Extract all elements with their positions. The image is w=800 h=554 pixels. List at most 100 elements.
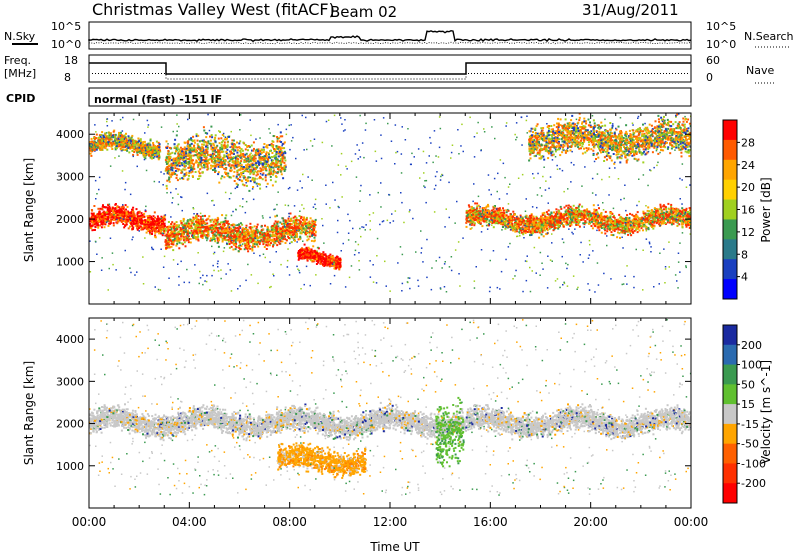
- scatter-point: [511, 215, 514, 218]
- scatter-point: [517, 221, 520, 224]
- scatter-point: [656, 208, 659, 211]
- scatter-point: [138, 215, 141, 218]
- scatter-point: [481, 225, 484, 228]
- scatter-point: [224, 232, 227, 235]
- scatter-point: [637, 224, 640, 226]
- scatter-point: [198, 219, 201, 221]
- scatter-point: [213, 236, 216, 239]
- scatter-point: [479, 213, 482, 216]
- scatter-point: [647, 228, 650, 231]
- scatter-point: [274, 235, 277, 238]
- scatter-point: [227, 238, 230, 241]
- scatter-point: [179, 227, 182, 229]
- scatter-point: [122, 213, 124, 216]
- scatter-point: [205, 227, 208, 230]
- scatter-point: [520, 223, 523, 226]
- scatter-point: [191, 220, 194, 223]
- scatter-point: [494, 214, 497, 217]
- scatter-point: [251, 239, 254, 242]
- scatter-point: [215, 227, 218, 230]
- scatter-point: [612, 215, 615, 218]
- scatter-point: [537, 222, 540, 225]
- scatter-point: [97, 220, 100, 223]
- scatter-point: [255, 243, 258, 246]
- scatter-point: [467, 213, 470, 216]
- scatter-point: [156, 224, 158, 227]
- scatter-point: [491, 220, 494, 223]
- scatter-point: [557, 224, 560, 227]
- scatter-point: [156, 226, 159, 229]
- scatter-point: [597, 213, 600, 216]
- scatter-point: [546, 229, 549, 232]
- scatter-point: [116, 206, 119, 209]
- scatter-point: [626, 221, 629, 224]
- scatter-point: [288, 232, 291, 235]
- scatter-point: [554, 215, 557, 218]
- scatter-point: [469, 220, 472, 223]
- scatter-point: [549, 213, 552, 216]
- scatter-point: [623, 229, 626, 232]
- scatter-point: [267, 232, 269, 235]
- scatter-point: [551, 225, 554, 228]
- scatter-point: [147, 223, 150, 226]
- scatter-point: [201, 233, 204, 236]
- scatter-point: [187, 235, 190, 238]
- scatter-point: [158, 222, 161, 225]
- scatter-point: [231, 235, 234, 238]
- scatter-point: [592, 216, 595, 219]
- scatter-point: [609, 216, 612, 219]
- scatter-point: [100, 221, 103, 224]
- scatter-point: [519, 214, 522, 217]
- scatter-point: [689, 224, 691, 226]
- scatter-point: [674, 218, 676, 221]
- scatter-point: [307, 221, 310, 224]
- scatter-point: [170, 230, 173, 233]
- scatter-point: [253, 225, 256, 228]
- scatter-point: [500, 218, 503, 221]
- scatter-point: [245, 244, 248, 247]
- scatter-point: [294, 215, 297, 218]
- scatter-point: [108, 220, 111, 223]
- scatter-point: [582, 218, 585, 221]
- scatter-point: [195, 230, 198, 233]
- scatter-point: [469, 209, 471, 212]
- scatter-point: [540, 219, 542, 222]
- scatter-point: [97, 138, 100, 141]
- scatter-point: [620, 219, 623, 222]
- scatter-point: [535, 217, 538, 220]
- scatter-point: [611, 225, 614, 227]
- scatter-point: [132, 209, 135, 212]
- scatter-point: [500, 209, 503, 212]
- cpid-mode: normal (fast) -151 IF: [94, 93, 222, 106]
- scatter-point: [261, 235, 264, 238]
- scatter-point: [523, 227, 526, 230]
- scatter-point: [195, 216, 198, 219]
- scatter-point: [132, 206, 135, 209]
- scatter-point: [541, 221, 544, 224]
- scatter-point: [157, 230, 160, 233]
- scatter-point: [130, 215, 133, 218]
- scatter-point: [239, 226, 242, 229]
- scatter-point: [588, 219, 591, 222]
- scatter-point: [176, 240, 179, 243]
- scatter-point: [133, 213, 136, 216]
- scatter-point: [526, 217, 529, 220]
- scatter-point: [594, 221, 597, 223]
- scatter-point: [220, 232, 223, 235]
- scatter-point: [297, 227, 300, 230]
- scatter-point: [566, 218, 569, 221]
- scatter-point: [540, 216, 543, 219]
- scatter-point: [101, 223, 104, 226]
- scatter-point: [285, 231, 288, 234]
- scatter-point: [256, 236, 259, 239]
- scatter-point: [165, 240, 168, 243]
- scatter-point: [109, 207, 112, 210]
- scatter-point: [143, 223, 146, 226]
- scatter-point: [217, 229, 220, 232]
- scatter-point: [302, 218, 304, 221]
- scatter-point: [583, 216, 586, 219]
- scatter-point: [658, 208, 661, 211]
- scatter-point: [501, 222, 504, 225]
- scatter-point: [653, 216, 655, 219]
- scatter-point: [637, 220, 640, 223]
